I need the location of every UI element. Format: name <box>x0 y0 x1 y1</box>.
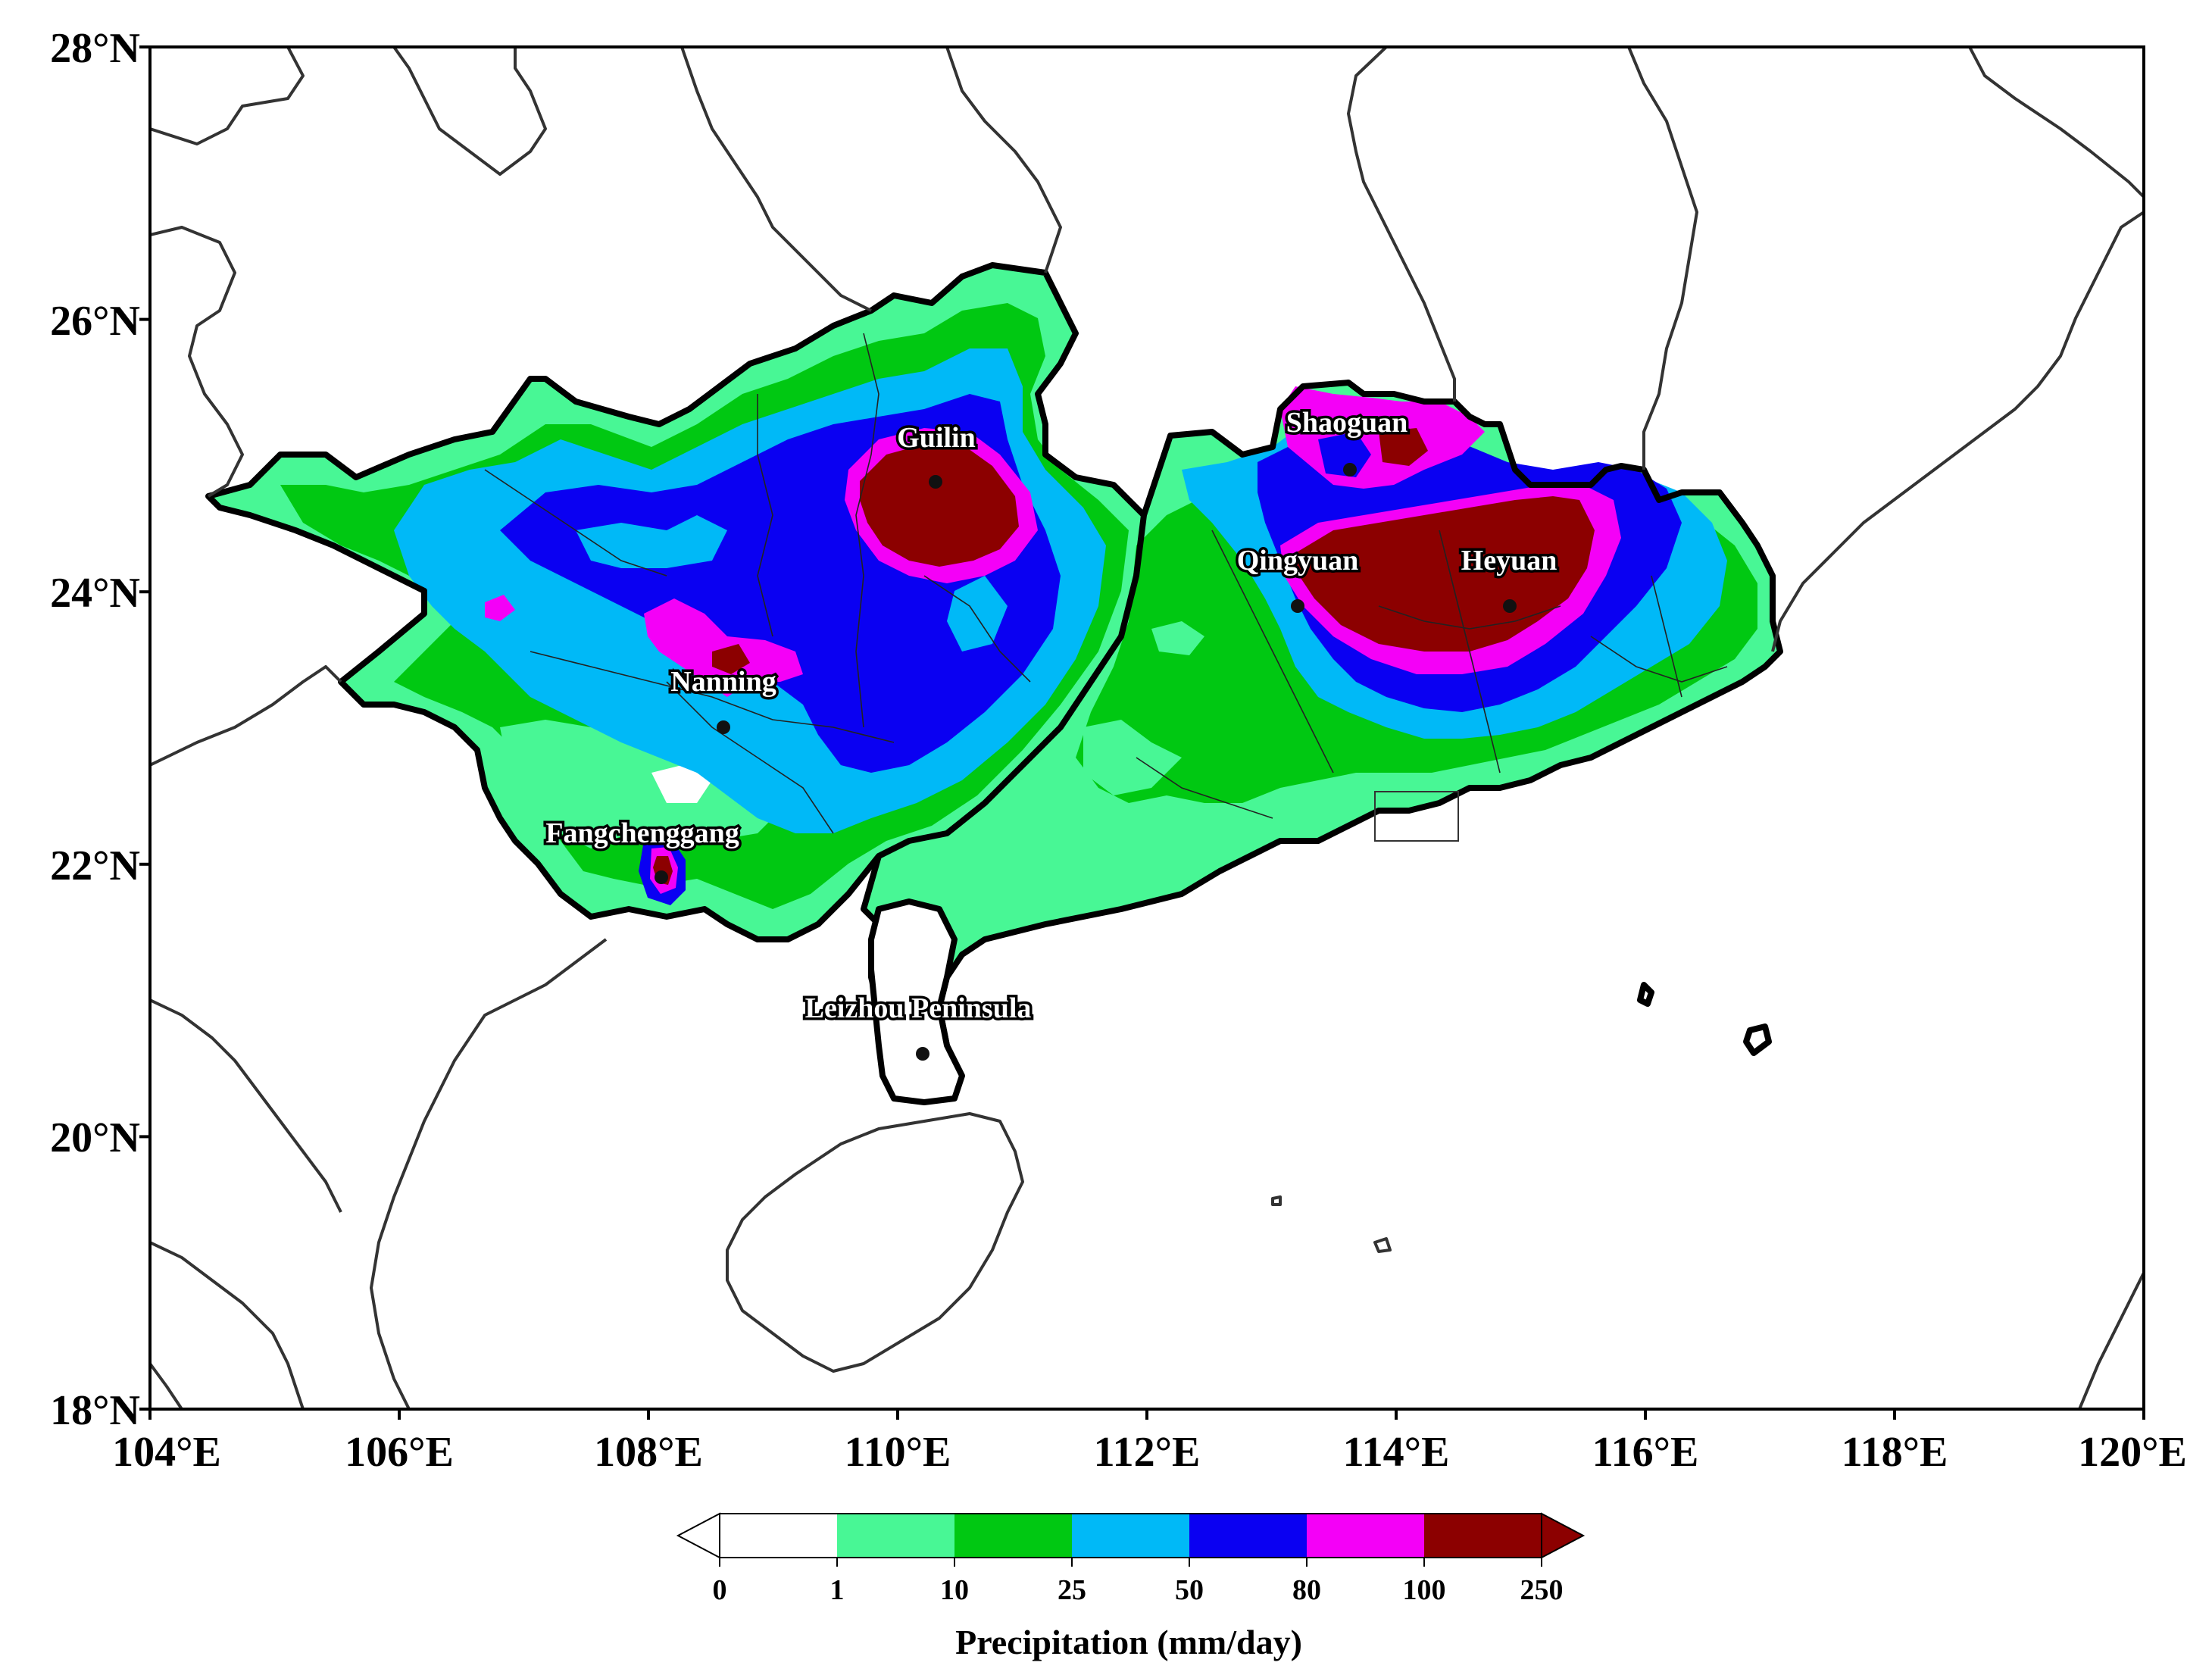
city-label-guilin: Guilin <box>897 422 976 454</box>
colorbar-segment <box>1307 1514 1424 1558</box>
colorbar-frame <box>719 1513 1542 1558</box>
y-tick-label: 18°N <box>50 1387 140 1434</box>
axis-ticks <box>139 45 2145 1420</box>
colorbar-segment <box>837 1514 954 1558</box>
map-body <box>150 47 2144 1409</box>
y-tick-label: 26°N <box>50 298 140 345</box>
y-tick-label: 28°N <box>50 25 140 72</box>
city-marker-qingyuan <box>1291 599 1304 613</box>
nanning-heavy-rain <box>712 644 750 674</box>
city-label-fangchenggang: Fangchenggang <box>545 817 739 849</box>
x-tick-label: 110°E <box>845 1429 951 1476</box>
colorbar: Precipitation (mm/day) 0 1 10 25 50 80 100 250 <box>676 1512 1586 1661</box>
guangxi-south-light <box>500 720 788 848</box>
city-label-qingyuan: Qingyuan <box>1237 545 1359 577</box>
colorbar-level-label: 25 <box>1058 1574 1086 1606</box>
city-marker-shaoguan <box>1343 463 1357 477</box>
x-tick-label: 114°E <box>1343 1429 1450 1476</box>
colorbar-level-label: 250 <box>1520 1574 1564 1606</box>
colorbar-segment <box>1072 1514 1189 1558</box>
city-marker-fangchenggang <box>655 870 668 884</box>
city-label-shaoguan: Shaoguan <box>1286 407 1408 439</box>
x-tick-label: 108°E <box>594 1429 703 1476</box>
city-marker-heyuan <box>1503 599 1517 613</box>
nanning-magenta <box>644 598 803 697</box>
guangxi-outline <box>205 262 1147 942</box>
guangdong-light-patch <box>1083 720 1182 795</box>
colorbar-level-label: 1 <box>830 1574 845 1606</box>
colorbar-segment <box>1424 1514 1542 1558</box>
colorbar-title: Precipitation (mm/day) <box>955 1623 1302 1661</box>
guangdong-light-patch2 <box>1151 621 1204 655</box>
colorbar-segment <box>954 1514 1072 1558</box>
city-label-heyuan: Heyuan <box>1461 545 1557 577</box>
colorbar-extend-min <box>676 1512 720 1559</box>
y-tick-label: 20°N <box>50 1114 140 1161</box>
city-label-nanning: Nanning <box>670 666 776 698</box>
colorbar-level-label: 50 <box>1175 1574 1204 1606</box>
colorbar-level-label: 0 <box>713 1574 727 1606</box>
guilin-heavy-rain <box>860 443 1019 567</box>
x-tick-label: 118°E <box>1842 1429 1948 1476</box>
hainan-island <box>726 1112 1024 1373</box>
leizhou-peninsula <box>868 898 965 1105</box>
y-tick-label: 22°N <box>50 842 140 889</box>
x-tick-label: 106°E <box>345 1429 454 1476</box>
y-axis-labels: 28°N 26°N 24°N 22°N 20°N 18°N <box>50 25 140 1434</box>
x-tick-label: 120°E <box>2078 1429 2187 1476</box>
guangxi-dry-patch <box>651 765 712 803</box>
city-label-leizhou-peninsula: Leizhou Peninsula <box>805 992 1032 1024</box>
shaoguan-heavy-rain <box>1379 428 1428 466</box>
west-magenta-spot <box>485 595 515 621</box>
y-tick-label: 24°N <box>50 570 140 617</box>
colorbar-level-label: 100 <box>1403 1574 1446 1606</box>
colorbar-segment <box>720 1514 837 1558</box>
city-marker-leizhou-peninsula <box>916 1047 929 1061</box>
city-marker-guilin <box>929 475 942 489</box>
colorbar-extend-max <box>1541 1512 1586 1559</box>
city-layer: Guilin Shaoguan Qingyuan Heyuan Nanning … <box>543 405 1560 1061</box>
shaoguan-blue-inner <box>1318 432 1371 477</box>
x-axis-labels: 104°E 106°E 108°E 110°E 112°E 114°E 116°… <box>112 1429 2187 1476</box>
city-marker-nanning <box>717 720 730 734</box>
colorbar-level-label: 10 <box>940 1574 969 1606</box>
colorbar-level-label: 80 <box>1292 1574 1321 1606</box>
x-tick-label: 116°E <box>1592 1429 1699 1476</box>
coastline-and-borders <box>150 47 2144 1409</box>
x-tick-label: 104°E <box>112 1429 221 1476</box>
heyuan-heavy-rain <box>1295 496 1595 652</box>
guangxi-lightblue-inner2 <box>947 576 1008 652</box>
county-boundaries <box>484 333 1728 834</box>
x-tick-label: 112°E <box>1094 1429 1201 1476</box>
colorbar-segment <box>1189 1514 1307 1558</box>
